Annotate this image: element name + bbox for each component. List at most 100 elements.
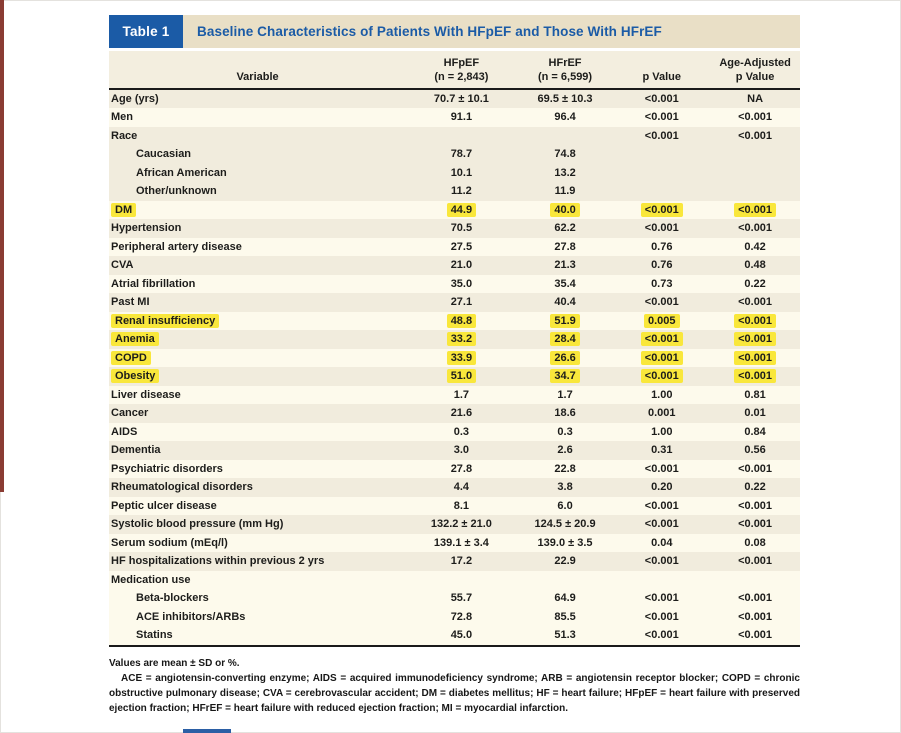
row-value: 10.1 [450, 166, 473, 179]
row-label: Caucasian [136, 148, 192, 161]
row-value: 21.3 [554, 259, 576, 272]
highlight-mark: 40.0 [550, 202, 580, 217]
row-value: 21.6 [450, 407, 473, 420]
highlight-mark: 33.2 [446, 332, 477, 347]
row-value: 72.8 [450, 610, 473, 623]
row-value: 35.0 [450, 277, 473, 290]
row-value [710, 164, 800, 183]
row-label: Men [111, 111, 133, 124]
row-value: 0.22 [744, 481, 766, 494]
row-label: Rheumatological disorders [111, 481, 253, 494]
row-value: <0.001 [738, 296, 773, 309]
row-value: 33.9 [406, 349, 517, 368]
table-row: AIDS 0.3 0.3 1.00 0.84 [109, 422, 800, 442]
row-value: 27.8 [554, 240, 576, 253]
row-value: 0.3 [557, 425, 573, 438]
row-label: Peptic ulcer disease [111, 499, 217, 512]
row-value: 0.76 [651, 240, 673, 253]
highlight-mark: COPD [111, 350, 151, 365]
row-value: 0.42 [744, 240, 766, 253]
table-title: Baseline Characteristics of Patients Wit… [183, 15, 800, 48]
row-value: NA [747, 92, 764, 105]
row-value: <0.001 [738, 499, 773, 512]
row-label: Race [111, 129, 138, 142]
row-value: 44.9 [406, 201, 517, 220]
row-value: 0.22 [744, 277, 766, 290]
row-value: <0.001 [644, 518, 679, 531]
row-value: 0.005 [613, 312, 710, 331]
row-value: <0.001 [710, 349, 800, 368]
row-value: 26.6 [517, 349, 614, 368]
row-label: Renal insufficiency [109, 312, 406, 331]
row-value: <0.001 [738, 610, 773, 623]
row-label: Statins [109, 626, 407, 647]
table-row: Cancer 21.6 18.6 0.001 0.01 [109, 404, 800, 423]
column-header-variable: Variable [109, 51, 407, 90]
row-value: <0.001 [644, 555, 679, 568]
row-value [613, 571, 710, 590]
highlight-mark: <0.001 [734, 369, 777, 384]
highlight-mark: DM [111, 202, 137, 217]
row-label: ACE inhibitors/ARBs [136, 610, 246, 623]
row-value: <0.001 [710, 201, 800, 220]
row-value: 11.9 [554, 185, 576, 198]
bottom-edge-mark [183, 729, 231, 733]
table-figure: Table 1 Baseline Characteristics of Pati… [109, 15, 800, 716]
row-label: Beta-blockers [136, 592, 209, 605]
row-label: Cancer [111, 407, 149, 420]
row-value: <0.001 [738, 129, 773, 142]
row-label: COPD [109, 349, 406, 368]
row-value: <0.001 [738, 518, 773, 531]
row-label: Atrial fibrillation [111, 277, 196, 290]
table-row: Peptic ulcer disease 8.1 6.0 <0.001 <0.001 [109, 496, 800, 516]
row-value: 8.1 [453, 499, 470, 512]
row-label: Obesity [109, 367, 406, 386]
row-value: 55.7 [450, 592, 473, 605]
row-value: 0.76 [651, 259, 673, 272]
row-value [517, 127, 614, 146]
table-row: HF hospitalizations within previous 2 yr… [109, 552, 800, 571]
row-value: 1.7 [557, 388, 573, 401]
highlight-mark: <0.001 [640, 332, 683, 347]
row-value: 78.7 [450, 148, 473, 161]
highlight-mark: <0.001 [640, 202, 683, 217]
row-label: HF hospitalizations within previous 2 yr… [111, 555, 325, 568]
row-label: Medication use [111, 573, 191, 586]
row-value: 0.56 [744, 444, 766, 457]
row-value: 22.9 [554, 555, 576, 568]
table-row: Beta-blockers 55.7 64.9 <0.001 <0.001 [109, 589, 800, 608]
row-label: Hypertension [111, 222, 182, 235]
row-value: 48.8 [406, 312, 517, 331]
row-value: 22.8 [554, 462, 576, 475]
row-value: <0.001 [613, 367, 710, 386]
row-label: African American [136, 166, 227, 179]
row-value: <0.001 [738, 555, 773, 568]
row-value [710, 182, 800, 201]
table-row: Statins 45.0 51.3 <0.001 <0.001 [109, 626, 800, 647]
row-value: 1.00 [651, 425, 673, 438]
row-value: <0.001 [710, 626, 800, 647]
row-value: 0.20 [651, 481, 673, 494]
row-value: 91.1 [450, 111, 473, 124]
row-label: DM [109, 201, 406, 220]
table-row: Dementia 3.0 2.6 0.31 0.56 [109, 441, 800, 460]
row-value: 0.48 [744, 259, 766, 272]
row-label: Dementia [111, 444, 161, 457]
row-value: 18.6 [554, 407, 576, 420]
row-value: 33.2 [406, 330, 517, 349]
row-value: <0.001 [644, 222, 679, 235]
row-value: <0.001 [644, 111, 679, 124]
highlight-mark: <0.001 [734, 202, 777, 217]
column-header-hfpef: HFpEF (n = 2,843) [406, 51, 517, 90]
table-row: Atrial fibrillation 35.0 35.4 0.73 0.22 [109, 274, 800, 294]
row-value: 45.0 [406, 626, 517, 647]
row-value: 70.5 [450, 222, 473, 235]
highlight-mark: 0.005 [644, 313, 680, 328]
row-label: Peripheral artery disease [111, 240, 242, 253]
row-value: <0.001 [644, 462, 679, 475]
row-value: <0.001 [710, 330, 800, 349]
table-title-bar: Table 1 Baseline Characteristics of Pati… [109, 15, 800, 48]
highlight-mark: 33.9 [446, 350, 477, 365]
highlight-mark: <0.001 [640, 369, 683, 384]
row-value: <0.001 [710, 367, 800, 386]
